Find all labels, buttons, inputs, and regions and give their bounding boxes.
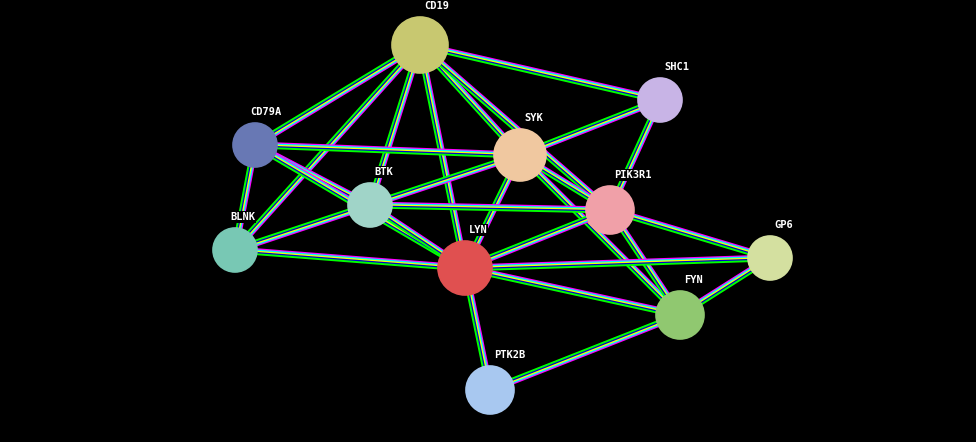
Circle shape xyxy=(586,186,634,234)
Circle shape xyxy=(466,366,514,414)
Text: BTK: BTK xyxy=(374,167,392,177)
Circle shape xyxy=(233,123,277,167)
Circle shape xyxy=(494,129,546,181)
Text: CD79A: CD79A xyxy=(250,107,281,117)
Text: LYN: LYN xyxy=(469,225,488,235)
Circle shape xyxy=(748,236,792,280)
Circle shape xyxy=(348,183,392,227)
Circle shape xyxy=(213,228,257,272)
Text: PIK3R1: PIK3R1 xyxy=(614,170,652,180)
Text: BLNK: BLNK xyxy=(230,212,255,222)
Circle shape xyxy=(638,78,682,122)
Circle shape xyxy=(392,17,448,73)
Text: SYK: SYK xyxy=(524,113,543,123)
Text: FYN: FYN xyxy=(684,275,703,285)
Text: SHC1: SHC1 xyxy=(664,62,689,72)
Circle shape xyxy=(656,291,704,339)
Circle shape xyxy=(438,241,492,295)
Text: CD19: CD19 xyxy=(424,1,449,11)
Text: GP6: GP6 xyxy=(774,220,793,230)
Text: PTK2B: PTK2B xyxy=(494,350,525,360)
